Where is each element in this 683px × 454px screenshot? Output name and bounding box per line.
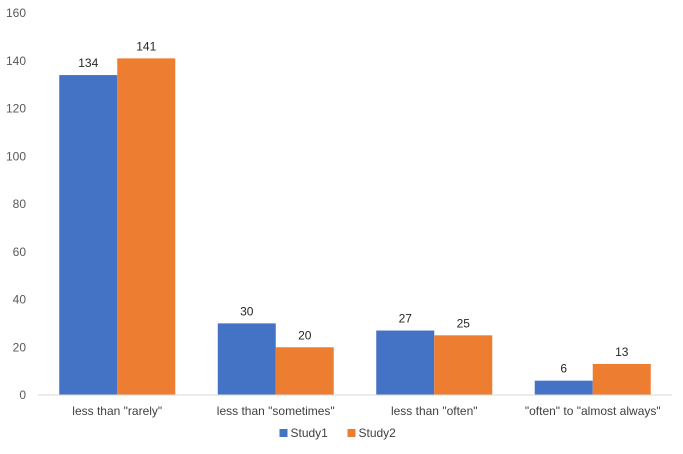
- data-label: 13: [615, 345, 629, 359]
- y-tick-label: 120: [6, 102, 26, 116]
- bar-study1: [376, 330, 435, 395]
- bars: [59, 58, 651, 396]
- category-label: less than "sometimes": [217, 404, 335, 418]
- y-axis-ticks: 0 20 40 60 80 100 120 140 160: [6, 6, 26, 402]
- legend-label-study1: Study1: [291, 426, 329, 440]
- bar-study1: [534, 380, 593, 395]
- data-labels: 134 141 30 20 27 25 6 13: [78, 39, 629, 375]
- category-label: less than "rarely": [72, 404, 162, 418]
- bar-study2: [275, 347, 334, 395]
- legend-swatch-study2: [347, 429, 356, 437]
- category-label: less than "often": [391, 404, 478, 418]
- y-tick-label: 20: [13, 340, 27, 354]
- bar-study2: [434, 335, 493, 395]
- y-tick-label: 140: [6, 54, 26, 68]
- bar-study2: [117, 58, 176, 396]
- legend-label-study2: Study2: [359, 426, 397, 440]
- data-label: 141: [136, 39, 156, 53]
- bar-study1: [59, 75, 118, 395]
- y-tick-label: 100: [6, 149, 26, 163]
- bar-study2: [592, 363, 651, 395]
- category-labels: less than "rarely" less than "sometimes" l…: [72, 404, 660, 418]
- y-tick-label: 60: [13, 245, 27, 259]
- data-label: 27: [399, 312, 413, 326]
- bar-study1: [217, 323, 276, 395]
- y-tick-label: 40: [13, 293, 27, 307]
- data-label: 6: [560, 362, 567, 376]
- y-tick-label: 0: [19, 388, 26, 402]
- data-label: 134: [78, 56, 98, 70]
- legend: Study1 Study2: [279, 426, 397, 440]
- legend-swatch-study1: [279, 429, 288, 437]
- y-tick-label: 80: [13, 197, 27, 211]
- y-tick-label: 160: [6, 6, 26, 20]
- data-label: 20: [298, 328, 312, 342]
- category-label: "often" to "almost always": [525, 404, 661, 418]
- data-label: 25: [457, 316, 471, 330]
- data-label: 30: [240, 304, 254, 318]
